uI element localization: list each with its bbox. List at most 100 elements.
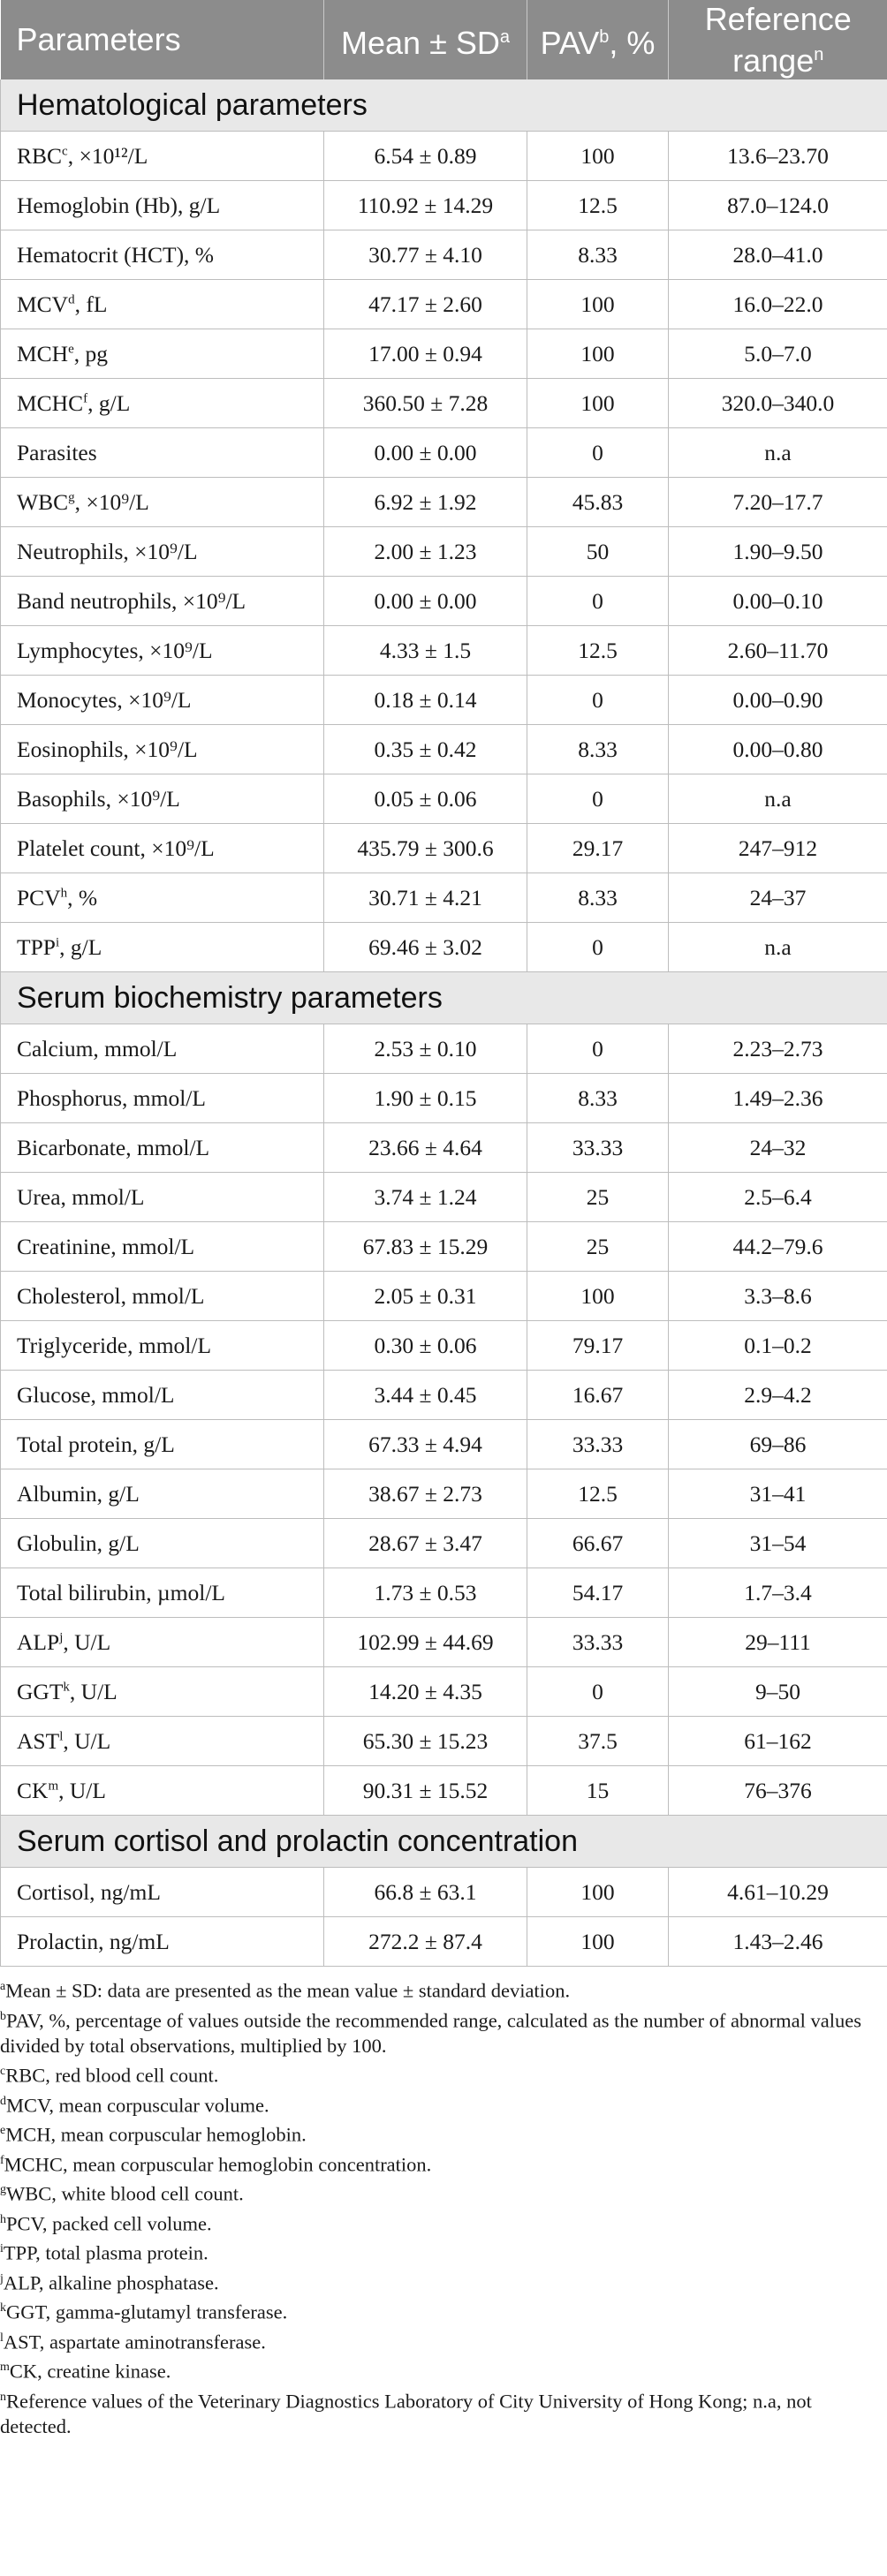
reference-range-cell: 1.7–3.4	[668, 1568, 887, 1618]
mean-sd-cell: 30.77 ± 4.10	[323, 230, 527, 280]
table-row: Urea, mmol/L 3.74 ± 1.24 25 2.5–6.4	[0, 1172, 887, 1222]
table-row: Total protein, g/L 67.33 ± 4.94 33.33 69–86	[0, 1419, 887, 1469]
parameter-cell: Eosinophils, ×10⁹/L	[0, 724, 324, 774]
parameter-cell: Globulin, g/L	[0, 1518, 324, 1568]
mean-sd-cell: 14.20 ± 4.35	[323, 1666, 527, 1717]
pav-cell: 12.5	[527, 180, 669, 230]
parameter-label: Glucose, mmol/L	[17, 1381, 175, 1408]
parameter-cell: Basophils, ×10⁹/L	[0, 774, 324, 824]
table-row: MCHe, pg 17.00 ± 0.94 100 5.0–7.0	[0, 329, 887, 379]
parameter-label: Basophils, ×10⁹/L	[17, 785, 180, 812]
mean-sd-cell: 17.00 ± 0.94	[323, 329, 527, 379]
parameter-cell: WBCg, ×10⁹/L	[0, 477, 324, 527]
parameter-cell: Prolactin, ng/mL	[0, 1916, 324, 1967]
parameter-label: Triglyceride, mmol/L	[17, 1332, 212, 1358]
parameter-label: Prolactin, ng/mL	[17, 1928, 170, 1954]
pav-cell: 0	[527, 1024, 669, 1074]
mean-sd-cell: 360.50 ± 7.28	[323, 378, 527, 428]
header-reference-range: Reference rangen	[668, 0, 887, 79]
mean-sd-cell: 1.73 ± 0.53	[323, 1568, 527, 1618]
parameter-cell: Total protein, g/L	[0, 1419, 324, 1469]
footnote-text: MCH, mean corpuscular hemoglobin.	[5, 2123, 307, 2146]
parameter-cell: PCVh, %	[0, 873, 324, 923]
parameter-unit: , U/L	[58, 1777, 106, 1803]
mean-sd-cell: 102.99 ± 44.69	[323, 1617, 527, 1667]
pav-cell: 15	[527, 1765, 669, 1816]
footnote-mark: j	[0, 2271, 4, 2285]
parameter-cell: Glucose, mmol/L	[0, 1370, 324, 1420]
table-row: Phosphorus, mmol/L 1.90 ± 0.15 8.33 1.49–2.…	[0, 1073, 887, 1123]
mean-sd-cell: 1.90 ± 0.15	[323, 1073, 527, 1123]
parameter-label: MCH	[17, 340, 69, 366]
mean-sd-cell: 28.67 ± 3.47	[323, 1518, 527, 1568]
footnote-text: GGT, gamma-glutamyl transferase.	[6, 2300, 288, 2323]
table-row: Bicarbonate, mmol/L 23.66 ± 4.64 33.33 24–3…	[0, 1122, 887, 1173]
footnote: gWBC, white blood cell count.	[0, 2177, 878, 2207]
pav-cell: 37.5	[527, 1716, 669, 1766]
parameter-cell: Parasites	[0, 427, 324, 478]
reference-range-cell: 1.43–2.46	[668, 1916, 887, 1967]
mean-sd-cell: 30.71 ± 4.21	[323, 873, 527, 923]
footnote: iTPP, total plasma protein.	[0, 2236, 878, 2266]
mean-sd-cell: 2.00 ± 1.23	[323, 526, 527, 577]
reference-range-cell: 2.9–4.2	[668, 1370, 887, 1420]
table-row: Calcium, mmol/L 2.53 ± 0.10 0 2.23–2.73	[0, 1024, 887, 1074]
reference-range-cell: 31–41	[668, 1469, 887, 1519]
section-header-row: Hematological parameters	[0, 79, 887, 132]
reference-range-cell: 24–37	[668, 873, 887, 923]
reference-range-cell: 87.0–124.0	[668, 180, 887, 230]
parameter-label: Hemoglobin (Hb), g/L	[17, 192, 221, 218]
reference-range-cell: 0.1–0.2	[668, 1320, 887, 1371]
mean-sd-cell: 0.35 ± 0.42	[323, 724, 527, 774]
pav-cell: 33.33	[527, 1419, 669, 1469]
reference-range-cell: 13.6–23.70	[668, 131, 887, 181]
footnote-mark: m	[0, 2361, 10, 2374]
parameter-cell: Neutrophils, ×10⁹/L	[0, 526, 324, 577]
reference-range-cell: n.a	[668, 427, 887, 478]
footnote-text: PAV, %, percentage of values outside the…	[0, 2009, 862, 2057]
reference-range-cell: 0.00–0.10	[668, 576, 887, 626]
mean-sd-cell: 110.92 ± 14.29	[323, 180, 527, 230]
parameter-cell: GGTk, U/L	[0, 1666, 324, 1717]
pav-cell: 29.17	[527, 823, 669, 873]
parameter-label: Calcium, mmol/L	[17, 1035, 178, 1061]
table-row: MCHCf, g/L 360.50 ± 7.28 100 320.0–340.0	[0, 378, 887, 428]
parameter-cell: Urea, mmol/L	[0, 1172, 324, 1222]
reference-range-cell: n.a	[668, 922, 887, 972]
footnote-mark: c	[0, 2065, 6, 2078]
parameter-label: GGT	[17, 1678, 64, 1704]
reference-range-cell: 7.20–17.7	[668, 477, 887, 527]
mean-sd-cell: 435.79 ± 300.6	[323, 823, 527, 873]
pav-cell: 12.5	[527, 625, 669, 676]
table-row: Prolactin, ng/mL 272.2 ± 87.4 100 1.43–2.46	[0, 1916, 887, 1967]
footnote-mark: f	[83, 391, 88, 405]
parameter-label: Creatinine, mmol/L	[17, 1233, 195, 1259]
footnote-mark: c	[62, 144, 68, 158]
mean-sd-cell: 38.67 ± 2.73	[323, 1469, 527, 1519]
pav-cell: 100	[527, 1271, 669, 1321]
reference-range-cell: 1.90–9.50	[668, 526, 887, 577]
pav-cell: 100	[527, 279, 669, 329]
parameter-label: Eosinophils, ×10⁹/L	[17, 736, 198, 762]
parameter-cell: MCVd, fL	[0, 279, 324, 329]
footnote-mark: d	[68, 292, 75, 306]
footnote-mark: h	[60, 886, 68, 900]
mean-sd-cell: 47.17 ± 2.60	[323, 279, 527, 329]
parameter-label: Total bilirubin, µmol/L	[17, 1579, 226, 1605]
footnote-text: CK, creatine kinase.	[9, 2360, 171, 2383]
section-header-row: Serum cortisol and prolactin concentrati…	[0, 1815, 887, 1868]
table-row: Globulin, g/L 28.67 ± 3.47 66.67 31–54	[0, 1518, 887, 1568]
mean-sd-cell: 66.8 ± 63.1	[323, 1867, 527, 1917]
reference-range-cell: 76–376	[668, 1765, 887, 1816]
parameter-cell: ASTl, U/L	[0, 1716, 324, 1766]
footnote-mark: l	[59, 1729, 64, 1743]
parameter-label: Cortisol, ng/mL	[17, 1878, 161, 1905]
mean-sd-cell: 67.83 ± 15.29	[323, 1221, 527, 1272]
reference-range-cell: 28.0–41.0	[668, 230, 887, 280]
pav-cell: 0	[527, 1666, 669, 1717]
parameter-unit: , U/L	[63, 1727, 111, 1754]
footnote-mark: m	[48, 1779, 59, 1793]
parameter-unit: , pg	[73, 340, 109, 366]
parameter-cell: Hemoglobin (Hb), g/L	[0, 180, 324, 230]
reference-range-cell: 320.0–340.0	[668, 378, 887, 428]
